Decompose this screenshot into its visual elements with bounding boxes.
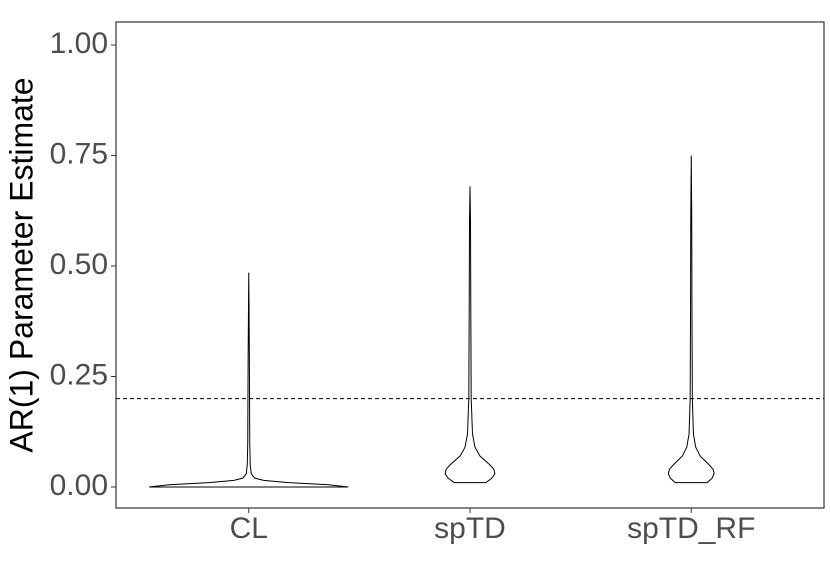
x-tick-label: CL <box>230 512 268 545</box>
y-tick-label: 1.00 <box>50 27 108 60</box>
x-tick-label: spTD <box>434 512 506 545</box>
y-axis-title: AR(1) Parameter Estimate <box>3 77 39 452</box>
violin <box>444 186 496 484</box>
plot-border <box>115 21 825 509</box>
y-tick-label: 0.25 <box>50 358 108 391</box>
y-tick-label: 0.00 <box>50 469 108 502</box>
y-tick-label: 0.75 <box>50 137 108 170</box>
violin <box>667 155 715 484</box>
y-tick-label: 0.50 <box>50 248 108 281</box>
violin <box>149 272 349 488</box>
x-tick-label: spTD_RF <box>627 512 755 545</box>
